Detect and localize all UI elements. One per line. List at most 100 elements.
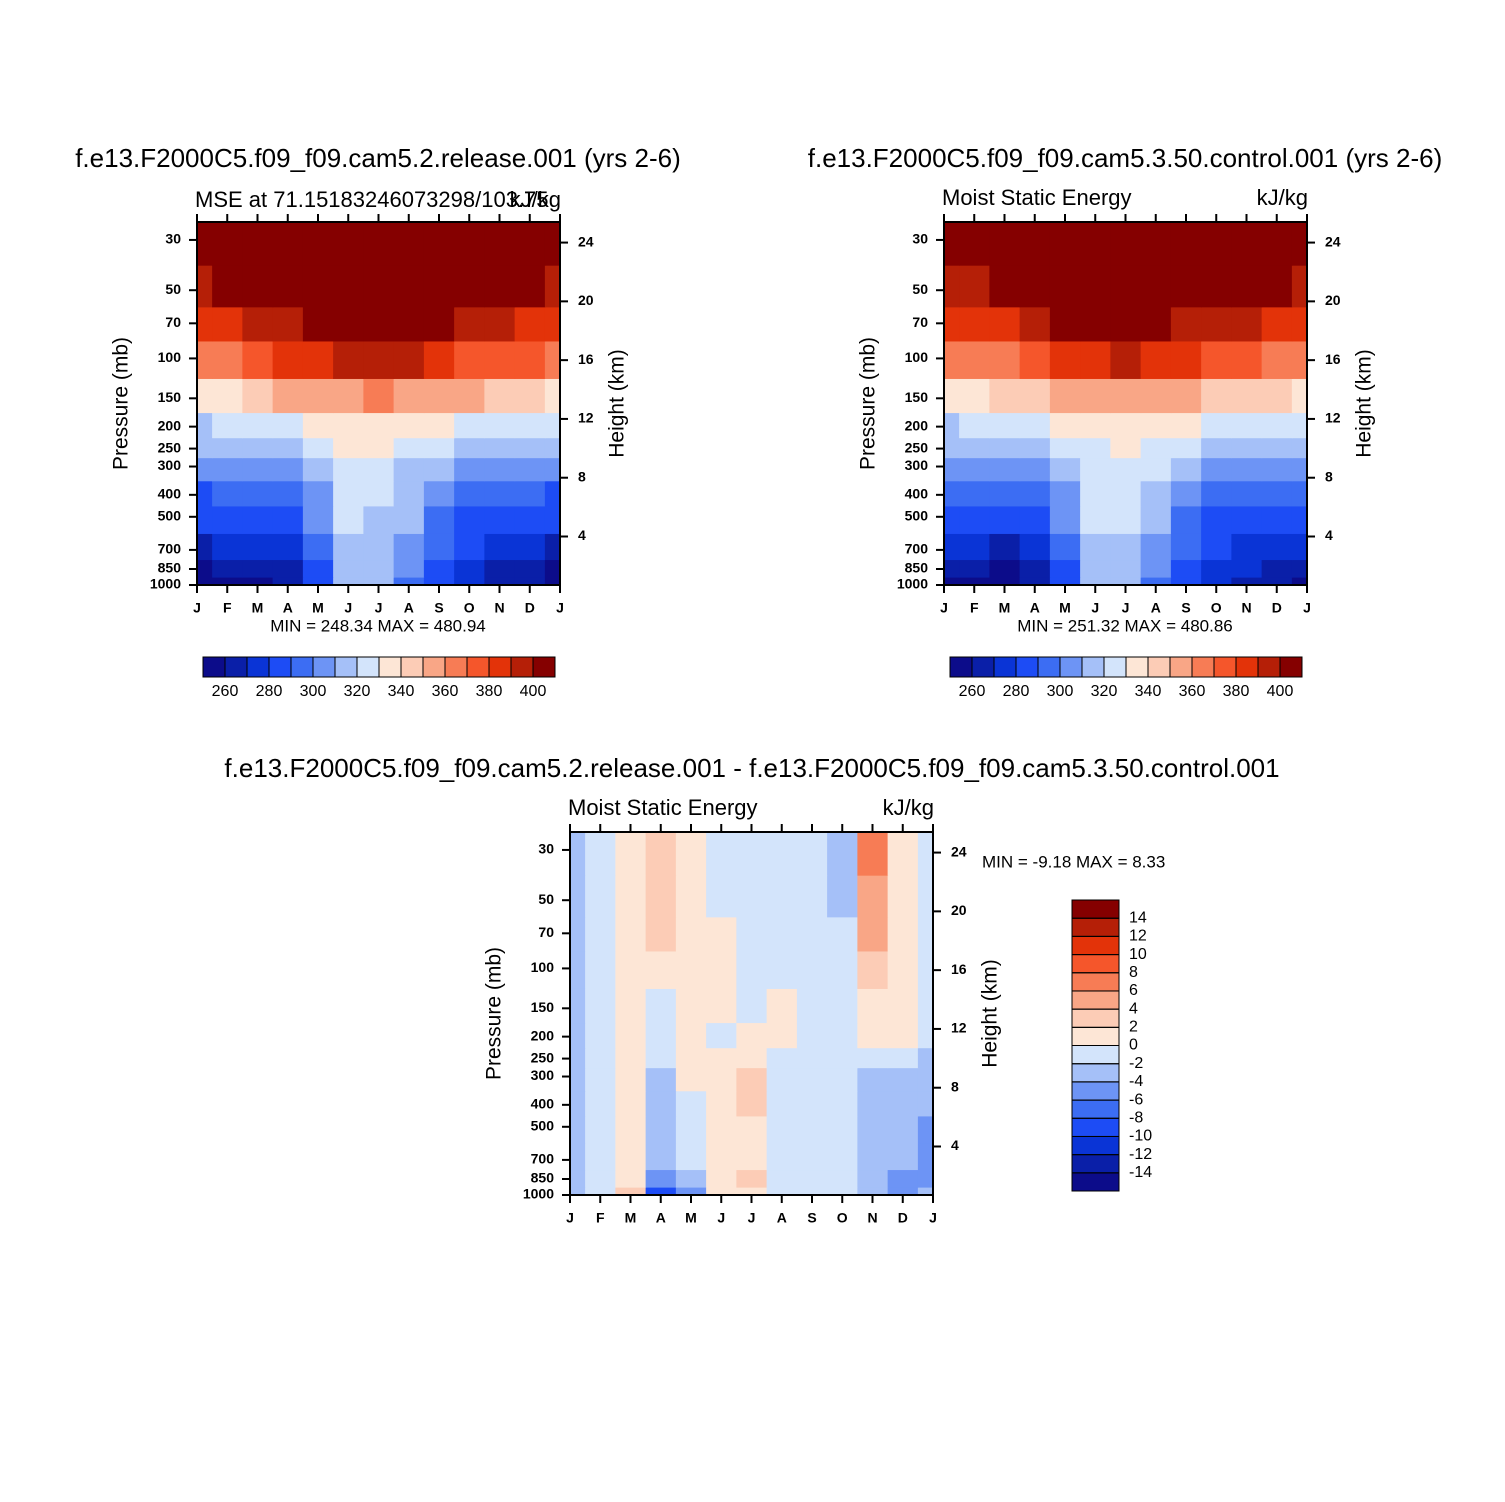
contour-cell	[645, 832, 677, 876]
contour-cell	[272, 480, 304, 507]
contour-cell	[1110, 480, 1142, 507]
contour-cell	[514, 533, 546, 561]
contour-cell	[1019, 222, 1051, 266]
contour-cell	[615, 1143, 647, 1171]
contour-cell	[1170, 378, 1202, 414]
colorbar-box	[488, 656, 512, 678]
colorbar-label: 4	[1129, 1000, 1138, 1017]
contour-cell	[645, 1047, 677, 1069]
contour-cell	[1019, 306, 1051, 342]
contour-cell	[484, 265, 516, 308]
contour-cell	[766, 1169, 798, 1188]
contour-cell	[857, 1047, 889, 1069]
contour-cell	[544, 533, 561, 561]
y2-tick-label: 4	[951, 1137, 959, 1153]
contour-cell	[736, 1187, 768, 1196]
contour-cell	[917, 950, 934, 989]
contour-cell	[1019, 533, 1051, 561]
contour-cell	[454, 437, 485, 459]
contour-cell	[1080, 457, 1111, 482]
colorbar-box	[1071, 954, 1120, 974]
contour-cell	[1261, 533, 1293, 561]
contour-cell	[1231, 378, 1263, 414]
contour-cell	[1170, 412, 1202, 439]
contour-cell	[454, 480, 485, 507]
contour-cell	[857, 1187, 889, 1196]
contour-cell	[1201, 222, 1232, 266]
y2-tick-label: 4	[1325, 527, 1333, 543]
y2-tick-label: 12	[951, 1020, 967, 1036]
contour-cell	[393, 306, 425, 342]
contour-cell	[857, 1115, 889, 1144]
contour-cell	[242, 265, 274, 308]
contour-cell	[514, 577, 546, 586]
x-tick-label: D	[1272, 600, 1282, 616]
contour-cell	[989, 533, 1021, 561]
colorbar-box	[993, 656, 1017, 678]
contour-cell	[363, 265, 395, 308]
x-tick-label: J	[1091, 600, 1099, 616]
contour-cell	[827, 1090, 858, 1117]
colorbar-box	[1279, 656, 1303, 678]
contour-cell	[1291, 437, 1308, 459]
contour-cell	[766, 1047, 798, 1069]
colorbar-box	[224, 656, 248, 678]
contour-cell	[917, 1115, 934, 1144]
contour-cell	[363, 533, 395, 561]
contour-cell	[827, 1115, 858, 1144]
contour-cell	[675, 1115, 707, 1144]
contour-cell	[1261, 480, 1293, 507]
colorbar-label: 0	[1129, 1037, 1138, 1054]
contour-cell	[484, 480, 516, 507]
y-tick-label: 300	[158, 457, 182, 473]
contour-cell	[1140, 505, 1172, 534]
contour-cell	[645, 988, 677, 1024]
colorbar-box	[1037, 656, 1061, 678]
contour-cell	[796, 1169, 828, 1188]
colorbar-box	[1103, 656, 1127, 678]
colorbar-label: 320	[344, 683, 371, 700]
colorbar-label: 360	[432, 683, 459, 700]
y-tick-label: 150	[531, 999, 555, 1015]
colorbar-box	[1257, 656, 1281, 678]
contour-cell	[1231, 222, 1263, 266]
contour-cell	[615, 1115, 647, 1144]
colorbar-box	[378, 656, 402, 678]
y-tick-label: 70	[912, 314, 928, 330]
contour-cell	[944, 306, 960, 342]
contour-cell	[1080, 559, 1111, 578]
contour-cell	[1170, 505, 1202, 534]
contour-cell	[1201, 306, 1232, 342]
contour-cell	[857, 988, 889, 1024]
colorbar-label: -6	[1129, 1091, 1143, 1108]
contour-cell	[1049, 480, 1081, 507]
y-axis-label: Pressure (mb)	[483, 947, 506, 1080]
colorbar-label: 400	[520, 683, 547, 700]
contour-cell	[827, 1187, 858, 1196]
contour-cell	[1080, 480, 1111, 507]
contour-cell	[1201, 457, 1232, 482]
y-tick-label: 200	[905, 417, 929, 433]
contour-cell	[1140, 457, 1172, 482]
contour-cell	[645, 1143, 677, 1171]
contour-cell	[242, 412, 274, 439]
contour-cell	[645, 950, 677, 989]
contour-cell	[272, 340, 304, 379]
contour-cell	[796, 1143, 828, 1171]
x-tick-label: J	[193, 600, 201, 616]
y2-tick-label: 8	[951, 1078, 959, 1094]
contour-cell	[1201, 577, 1232, 586]
contour-cell	[766, 1090, 798, 1117]
contour-cell	[615, 916, 647, 952]
contour-cell	[333, 457, 364, 482]
x-tick-label: J	[748, 1210, 756, 1226]
contour-cell	[959, 306, 990, 342]
contour-cell	[1110, 577, 1142, 586]
x-tick-label: S	[807, 1210, 816, 1226]
y2-tick-label: 20	[951, 902, 967, 918]
x-tick-label: J	[717, 1210, 725, 1226]
contour-cell	[706, 1187, 737, 1196]
x-tick-label: O	[464, 600, 475, 616]
contour-cell	[1231, 437, 1263, 459]
contour-cell	[363, 559, 395, 578]
